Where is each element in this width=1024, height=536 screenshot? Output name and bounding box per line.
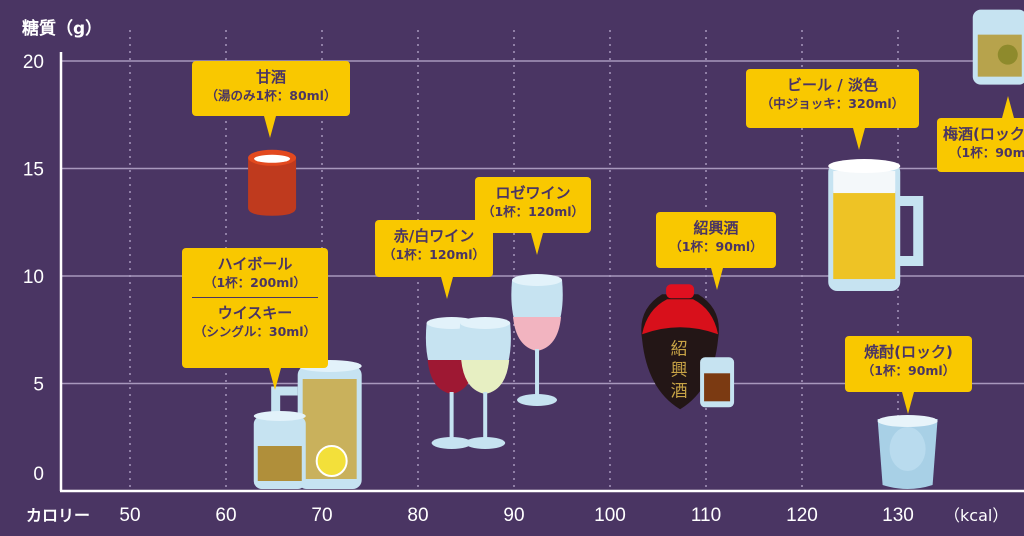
x-tick-label: 70	[311, 505, 332, 526]
base	[517, 394, 558, 406]
highball-mug-icon	[271, 360, 362, 489]
x-tick-label: 110	[691, 505, 721, 526]
whisky	[257, 446, 302, 481]
label-highball-whisky: ハイボール （1杯：200ml） ウイスキー （シングル：30ml）	[182, 248, 328, 368]
label-serving: （シングル：30ml）	[193, 324, 317, 339]
rim	[877, 415, 938, 427]
stem	[483, 392, 488, 440]
stem	[535, 349, 540, 397]
beer-mug-icon	[828, 159, 924, 292]
ume-fruit	[997, 44, 1018, 65]
label-umeshu: 梅酒(ロック) （1杯：90ml）	[937, 118, 1024, 172]
y-tick-label: 10	[23, 267, 44, 288]
wine-liquid	[513, 317, 562, 351]
base	[465, 437, 506, 449]
label-title: 甘酒	[255, 68, 286, 86]
pointer	[441, 277, 453, 299]
shaoxing-bottle-icon: 紹興酒	[641, 284, 735, 410]
cup-body	[248, 157, 297, 216]
rim	[512, 274, 563, 286]
label-title: ハイボール	[217, 255, 293, 273]
label-serving: （1杯：90ml）	[861, 363, 956, 378]
x-tick-label: 120	[786, 505, 818, 526]
stem	[449, 392, 454, 440]
label-serving: （1杯：120ml）	[382, 247, 486, 262]
bottle-cap	[666, 284, 695, 299]
x-tick-label: 130	[882, 505, 914, 526]
rim	[460, 317, 511, 329]
x-axis-unit: （kcal）	[944, 506, 1008, 525]
label-amazake: 甘酒 （湯のみ1杯：80ml）	[192, 61, 350, 116]
label-serving: （湯のみ1杯：80ml）	[205, 88, 337, 103]
rose-wine-glass-icon	[511, 274, 563, 406]
label-serving: （1杯：90ml）	[949, 145, 1024, 160]
label-title: ウイスキー	[217, 304, 293, 322]
x-tick-label: 60	[215, 505, 236, 526]
label-serving: （1杯：200ml）	[203, 275, 307, 290]
shaoxing-liquid	[704, 373, 731, 402]
label-title: ロゼワイン	[495, 184, 571, 202]
label-title: 赤/白ワイン	[393, 227, 475, 245]
pointer	[264, 116, 276, 138]
white-wine-glass-icon	[459, 317, 511, 449]
bottle-cap-cloth	[642, 299, 719, 335]
label-title: 梅酒(ロック)	[943, 125, 1024, 143]
label-beer: ビール / 淡色 （中ジョッキ：320ml）	[746, 69, 919, 128]
x-tick-label: 80	[407, 505, 428, 526]
label-title: 焼酎(ロック)	[864, 343, 953, 361]
y-tick-label: 20	[23, 52, 44, 73]
whisky-glass-icon	[253, 411, 306, 489]
x-tick-label: 100	[594, 505, 626, 526]
pointer	[269, 368, 281, 390]
ice	[889, 427, 926, 471]
bottle-label: 興	[671, 360, 688, 380]
beer-liquid	[833, 191, 896, 280]
pointer	[902, 392, 914, 414]
amazake-liquid	[254, 154, 291, 163]
bottle-label: 紹	[671, 339, 688, 359]
lemon-slice	[315, 445, 348, 477]
label-title: 紹興酒	[693, 219, 739, 237]
y-axis-title: 糖質（g）	[22, 19, 103, 39]
foam	[833, 171, 896, 194]
label-rose-wine: ロゼワイン （1杯：120ml）	[475, 177, 591, 233]
foam-top	[828, 159, 901, 174]
umeshu-glass-icon	[972, 9, 1024, 85]
label-serving: （1杯：90ml）	[669, 239, 763, 254]
x-tick-label: 90	[503, 505, 524, 526]
y-tick-label: 5	[33, 375, 44, 396]
rim	[253, 411, 306, 421]
divider	[192, 297, 318, 298]
pointer	[1002, 96, 1014, 118]
wine-liquid	[461, 360, 510, 394]
base	[431, 437, 472, 449]
amazake-cup-icon	[248, 149, 297, 216]
x-axis-title: カロリー	[26, 506, 90, 525]
label-shaoxing: 紹興酒 （1杯：90ml）	[656, 212, 776, 268]
y-tick-label: 15	[23, 160, 44, 181]
label-title: ビール / 淡色	[787, 76, 878, 94]
label-serving: （中ジョッキ：320ml）	[760, 96, 905, 111]
label-serving: （1杯：120ml）	[481, 204, 585, 219]
x-tick-label: 50	[119, 505, 140, 526]
y-tick-label: 0	[33, 464, 44, 485]
handle	[898, 196, 924, 267]
pointer	[531, 233, 543, 255]
pointer	[853, 128, 865, 150]
bottle-label: 酒	[671, 381, 688, 401]
shochu-glass-icon	[877, 415, 938, 489]
label-shochu: 焼酎(ロック) （1杯：90ml）	[845, 336, 972, 392]
pointer	[711, 268, 723, 290]
label-wine: 赤/白ワイン （1杯：120ml）	[375, 220, 493, 277]
